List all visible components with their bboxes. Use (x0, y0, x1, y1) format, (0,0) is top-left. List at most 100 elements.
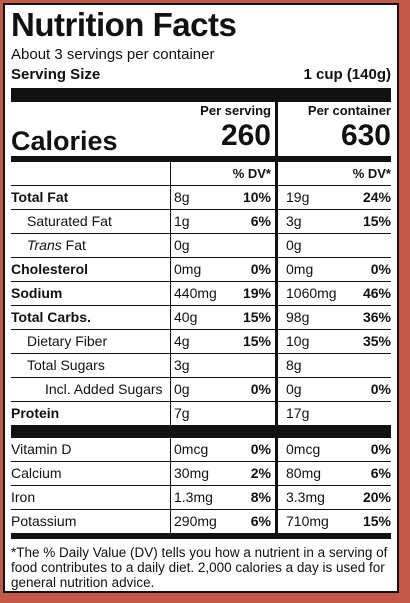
nutrient-name: Incl. Added Sugars (45, 381, 163, 397)
servings-per-container: About 3 servings per container (11, 46, 215, 63)
nutrient-row: Saturated Fat 1g 6% 3g 15% (11, 210, 391, 234)
vitamin-rows: Vitamin D 0mcg 0% 0mcg 0% Calcium 30mg 2% 80mg 6%… (11, 438, 391, 533)
serving-dv (230, 402, 278, 425)
serving-amount: 30mg (170, 462, 230, 485)
serving-dv: 0% (230, 438, 278, 461)
serving-dv: 0% (230, 378, 278, 401)
nutrient-row: Cholesterol 0mg 0% 0mg 0% (11, 258, 391, 282)
nutrition-facts-label: Nutrition Facts About 3 servings per con… (3, 3, 399, 593)
nutrient-name: Sodium (11, 285, 63, 301)
dv-header-container: % DV* (352, 166, 391, 181)
serving-amount: 0g (170, 378, 230, 401)
nutrient-row: Vitamin D 0mcg 0% 0mcg 0% (11, 438, 391, 462)
serving-amount: 3g (170, 354, 230, 377)
nutrient-name: Total Carbs. (11, 309, 91, 325)
container-dv: 36% (362, 309, 391, 325)
thick-divider (11, 88, 391, 102)
serving-amount: 0mg (170, 258, 230, 281)
nutrient-name: Protein (11, 405, 60, 421)
medium-divider (11, 156, 391, 162)
nutrient-row: Potassium 290mg 6% 710mg 15% (11, 510, 391, 533)
container-amount: 1060mg (286, 285, 337, 301)
serving-amount: 1.3mg (170, 486, 230, 509)
per-serving-column-header: Per serving 260 (170, 102, 278, 156)
container-dv: 20% (362, 489, 391, 505)
nutrient-row: Sodium 440mg 19% 1060mg 46% (11, 282, 391, 306)
serving-dv: 15% (230, 330, 278, 353)
container-dv: 0% (370, 441, 391, 457)
container-amount: 0mg (286, 261, 314, 277)
nutrient-row: Total Fat 8g 10% 19g 24% (11, 186, 391, 210)
serving-amount: 4g (170, 330, 230, 353)
nutrient-name-italic: Trans (27, 237, 62, 253)
container-dv (341, 402, 393, 425)
nutrient-name-rest: Fat (61, 237, 86, 253)
serving-dv: 8% (230, 486, 278, 509)
serving-dv: 19% (230, 282, 278, 305)
per-container-column-header: Per container 630 (283, 102, 393, 156)
nutrient-name: Total Sugars (27, 357, 105, 373)
container-dv: 46% (362, 285, 391, 301)
serving-size-value: 1 cup (140g) (303, 66, 391, 83)
nutrient-name: Trans Fat (27, 234, 86, 257)
nutrient-row: Calcium 30mg 2% 80mg 6% (11, 462, 391, 486)
serving-amount: 1g (170, 210, 230, 233)
serving-size-label: Serving Size (11, 66, 101, 83)
serving-dv: 6% (230, 510, 278, 533)
container-dv: 24% (362, 189, 391, 205)
serving-amount: 7g (170, 402, 230, 425)
nutrient-name: Calcium (11, 465, 62, 481)
nutrient-row: Total Carbs. 40g 15% 98g 36% (11, 306, 391, 330)
dv-header-row: % DV* % DV* (11, 162, 391, 186)
container-amount: 0g (286, 237, 302, 253)
nutrient-row: Trans Fat 0g 0g (11, 234, 391, 258)
container-amount: 0g (286, 381, 302, 397)
serving-dv: 6% (230, 210, 278, 233)
calories-per-container: 630 (340, 119, 391, 152)
nutrient-name: Dietary Fiber (27, 333, 108, 349)
container-amount: 80mg (286, 465, 322, 481)
section-divider (11, 425, 391, 438)
calories-per-serving: 260 (220, 119, 271, 152)
nutrient-name: Potassium (11, 513, 77, 529)
serving-amount: 0g (170, 234, 230, 257)
serving-dv: 0% (230, 258, 278, 281)
nutrient-row: Dietary Fiber 4g 15% 10g 35% (11, 330, 391, 354)
serving-dv: 2% (230, 462, 278, 485)
serving-amount: 8g (170, 186, 230, 209)
label-title: Nutrition Facts (11, 6, 237, 43)
serving-dv: 10% (230, 186, 278, 209)
container-dv (341, 354, 393, 377)
container-amount: 10g (286, 333, 310, 349)
container-amount: 3g (286, 213, 302, 229)
serving-amount: 440mg (170, 282, 230, 305)
container-amount: 19g (286, 189, 310, 205)
container-dv: 6% (370, 465, 391, 481)
nutrient-rows: Total Fat 8g 10% 19g 24% Saturated Fat 1g 6% 3g 1… (11, 186, 391, 425)
container-dv: 35% (362, 333, 391, 349)
nutrient-row: Iron 1.3mg 8% 3.3mg 20% (11, 486, 391, 510)
calories-block: Calories Per serving 260 Per container 6… (11, 102, 391, 156)
dv-header-serving: % DV* (230, 162, 278, 185)
footnote-divider (11, 533, 391, 539)
container-amount: 98g (286, 309, 310, 325)
calories-label: Calories (11, 126, 118, 156)
nutrient-name: Iron (11, 489, 36, 505)
container-amount: 710mg (286, 513, 329, 529)
nutrient-name: Cholesterol (11, 261, 89, 277)
nutrient-name: Vitamin D (11, 441, 72, 457)
nutrient-row: Protein 7g 17g (11, 402, 391, 425)
nutrient-name: Total Fat (11, 189, 69, 205)
per-container-label: Per container (307, 103, 391, 118)
container-dv (341, 234, 393, 257)
serving-amount: 0mcg (170, 438, 230, 461)
container-amount: 3.3mg (286, 489, 325, 505)
container-dv: 0% (370, 261, 391, 277)
serving-dv: 15% (230, 306, 278, 329)
container-amount: 17g (286, 405, 310, 421)
serving-amount: 290mg (170, 510, 230, 533)
per-serving-label: Per serving (200, 103, 271, 118)
daily-value-footnote: *The % Daily Value (DV) tells you how a … (11, 545, 388, 590)
container-amount: 8g (286, 357, 302, 373)
serving-amount: 40g (170, 306, 230, 329)
